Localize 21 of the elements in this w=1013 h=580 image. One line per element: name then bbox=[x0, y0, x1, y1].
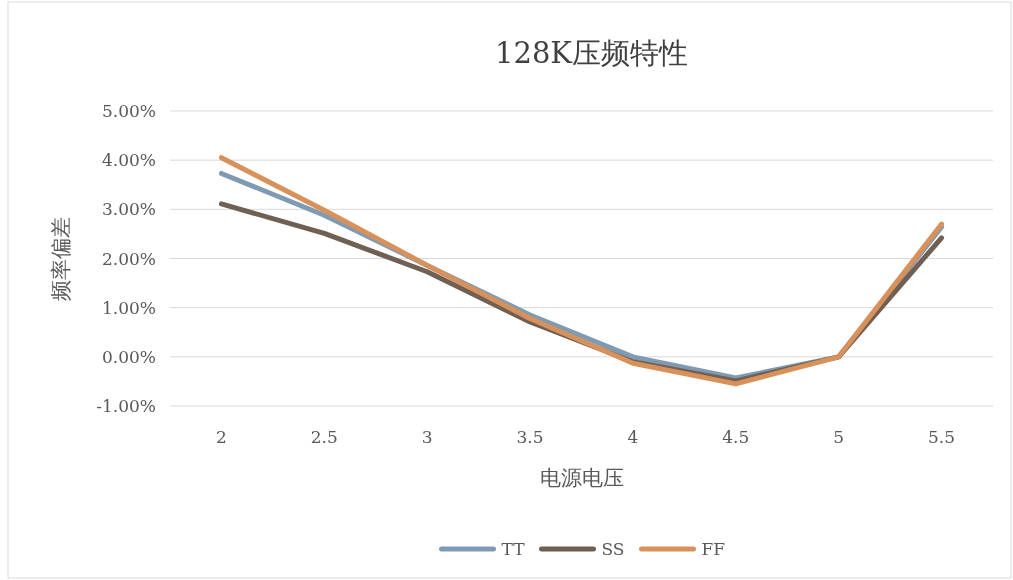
x-tick-label: 3 bbox=[421, 427, 433, 447]
y-tick-label: 4.00% bbox=[101, 150, 156, 171]
y-tick-label: -1.00% bbox=[96, 396, 156, 416]
legend-label: SS bbox=[601, 539, 625, 559]
y-tick-label: 3.00% bbox=[101, 199, 156, 220]
y-tick-label: 2.00% bbox=[101, 248, 156, 269]
x-tick-label: 3.5 bbox=[516, 427, 544, 447]
y-tick-label: 1.00% bbox=[101, 297, 156, 318]
legend-label: FF bbox=[701, 539, 726, 559]
x-tick-label: 4 bbox=[627, 427, 639, 447]
x-tick-label: 5.5 bbox=[928, 427, 956, 447]
x-tick-label: 2 bbox=[216, 427, 227, 447]
y-axis-title: 频率偏差 bbox=[49, 216, 73, 301]
x-tick-label: 4.5 bbox=[722, 427, 750, 447]
y-tick-label: 5.00% bbox=[101, 101, 156, 121]
y-tick-label: 0.00% bbox=[101, 346, 156, 367]
x-tick-label: 5 bbox=[833, 427, 845, 447]
x-axis-title: 电源电压 bbox=[539, 466, 624, 490]
legend-label: TT bbox=[501, 539, 526, 559]
x-tick-label: 2.5 bbox=[310, 427, 338, 447]
chart-title: 128K压频特性 bbox=[494, 36, 689, 70]
